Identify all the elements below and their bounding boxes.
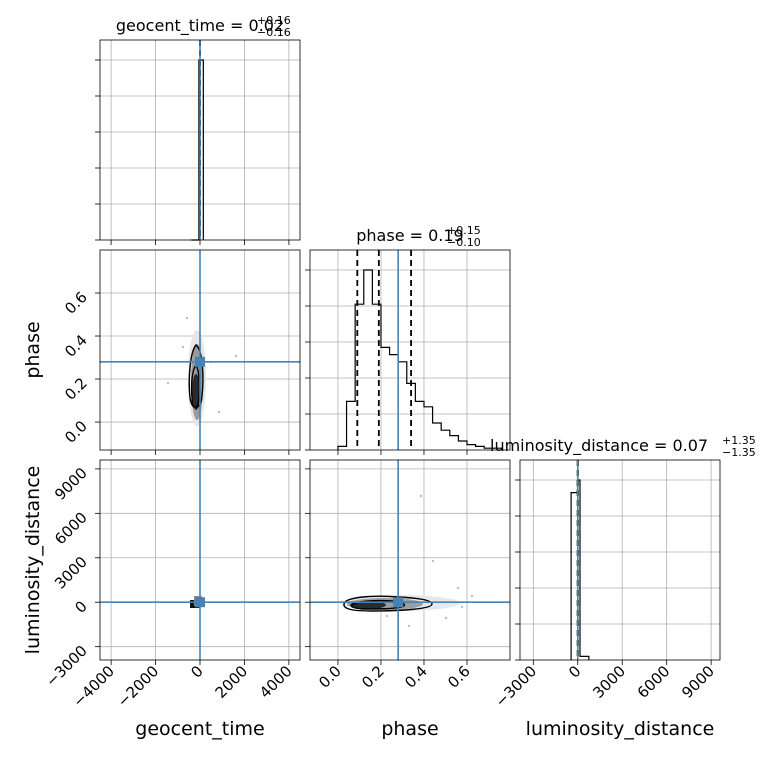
phase-xlabel: phase <box>381 718 438 740</box>
scatter-point <box>470 594 474 598</box>
phase-hist-frame <box>309 249 511 451</box>
x-tick-label: 3000 <box>589 662 629 702</box>
luminosity-distance-title: luminosity_distance = 0.07 <box>490 436 708 456</box>
x-tick-label: 0.6 <box>444 662 474 692</box>
x-tick-label: 4000 <box>256 662 296 702</box>
x-tick-label: 0.4 <box>401 662 431 692</box>
phase-hist-grid <box>310 250 510 450</box>
scatter-point <box>166 381 170 385</box>
phase-vs-geocent-time-panel: 0.0 0.2 0.4 0.6 phase <box>22 249 301 455</box>
x-tick-label: −3000 <box>492 662 541 711</box>
luminosity-distance-ylabel: luminosity_distance <box>22 466 44 655</box>
phase-hist-marks <box>337 250 502 450</box>
truth-point <box>195 356 205 367</box>
density-contour-outer <box>343 595 433 612</box>
luminosity-distance-hist-grid <box>520 460 720 660</box>
scatter-point <box>181 345 185 349</box>
distance-vs-phase-frame <box>309 459 511 661</box>
scatter-point <box>431 559 435 563</box>
scatter-point <box>185 316 189 320</box>
x-tick-label: 0.0 <box>315 662 345 692</box>
distance-vs-phase-ticks: 0.0 0.2 0.4 0.6 <box>305 468 474 692</box>
distance-vs-phase-density <box>310 460 510 660</box>
y-tick-label: 3000 <box>51 553 91 593</box>
x-tick-label: 0 <box>187 662 206 681</box>
phase-vs-geocent-time-density <box>100 250 300 450</box>
scatter-point <box>419 494 423 498</box>
y-tick-label: 0 <box>71 597 90 616</box>
scatter-point <box>217 410 221 414</box>
histogram-step <box>337 269 502 450</box>
luminosity-distance-median: 0.07 <box>672 436 708 455</box>
x-tick-label: −4000 <box>69 662 118 711</box>
luminosity-distance-hist-frame <box>519 459 721 661</box>
geocent-time-hist-marks <box>191 40 204 241</box>
luminosity-distance-minus: −1.35 <box>722 446 756 459</box>
geocent-time-plus: +0.16 <box>257 14 291 27</box>
distance-vs-phase-panel: 0.0 0.2 0.4 0.6 phase <box>305 459 511 740</box>
geocent-time-hist-ticks <box>95 59 290 245</box>
phase-hist-ticks <box>305 269 468 455</box>
geocent-time-title-text: geocent_time <box>116 16 225 36</box>
luminosity-distance-histogram-panel: −3000 0 3000 6000 9000 luminosity_distance =… <box>490 434 756 740</box>
scatter-point <box>385 614 389 618</box>
phase-title-text: phase <box>356 226 404 245</box>
luminosity-distance-xlabel: luminosity_distance <box>526 718 715 740</box>
histogram-step <box>570 479 590 660</box>
phase-ylabel: phase <box>22 321 44 378</box>
x-tick-label: 9000 <box>678 662 718 702</box>
luminosity-distance-plus: +1.35 <box>722 434 756 447</box>
truth-point <box>195 597 205 608</box>
phase-histogram-panel: phase = 0.19 +0.15 −0.10 <box>305 224 511 455</box>
luminosity-distance-title-text: luminosity_distance <box>490 436 649 456</box>
geocent-time-median: 0.02 <box>248 16 284 35</box>
y-tick-label: 0.0 <box>61 417 91 447</box>
density-contour-inner <box>350 599 406 610</box>
x-tick-label: −2000 <box>114 662 163 711</box>
geocent-time-xlabel: geocent_time <box>135 718 264 740</box>
scatter-point <box>234 354 238 358</box>
y-tick-label: 0.4 <box>61 331 91 361</box>
histogram-step <box>191 59 204 241</box>
phase-vs-geocent-time-ticks: 0.0 0.2 0.4 0.6 <box>61 288 290 455</box>
x-tick-label: 0 <box>565 662 584 681</box>
distance-vs-geocent-time-density <box>100 460 300 660</box>
phase-minus: −0.10 <box>447 236 481 249</box>
truth-point <box>393 597 404 608</box>
geocent-time-histogram-panel: geocent_time = 0.02 +0.16 −0.16 <box>95 14 301 245</box>
scatter-point <box>460 605 464 609</box>
distance-vs-phase-grid <box>310 460 510 660</box>
y-tick-label: 0.2 <box>61 374 91 404</box>
scatter-point <box>407 624 411 628</box>
scatter-point <box>456 586 460 590</box>
x-tick-label: 2000 <box>212 662 252 702</box>
y-tick-label: 0.6 <box>61 288 91 318</box>
luminosity-distance-hist-marks <box>570 460 590 660</box>
geocent-time-minus: −0.16 <box>257 26 291 39</box>
y-tick-label: 9000 <box>51 464 91 504</box>
x-tick-label: 0.2 <box>358 662 388 692</box>
y-tick-label: 6000 <box>51 508 91 548</box>
phase-median: 0.19 <box>428 226 464 245</box>
phase-plus: +0.15 <box>447 224 481 237</box>
x-tick-label: 6000 <box>634 662 674 702</box>
luminosity-distance-hist-ticks: −3000 0 3000 6000 9000 <box>492 479 718 711</box>
scatter-point <box>444 616 448 620</box>
phase-title: phase = 0.19 <box>356 226 463 245</box>
geocent-time-title: geocent_time = 0.02 <box>116 16 284 36</box>
